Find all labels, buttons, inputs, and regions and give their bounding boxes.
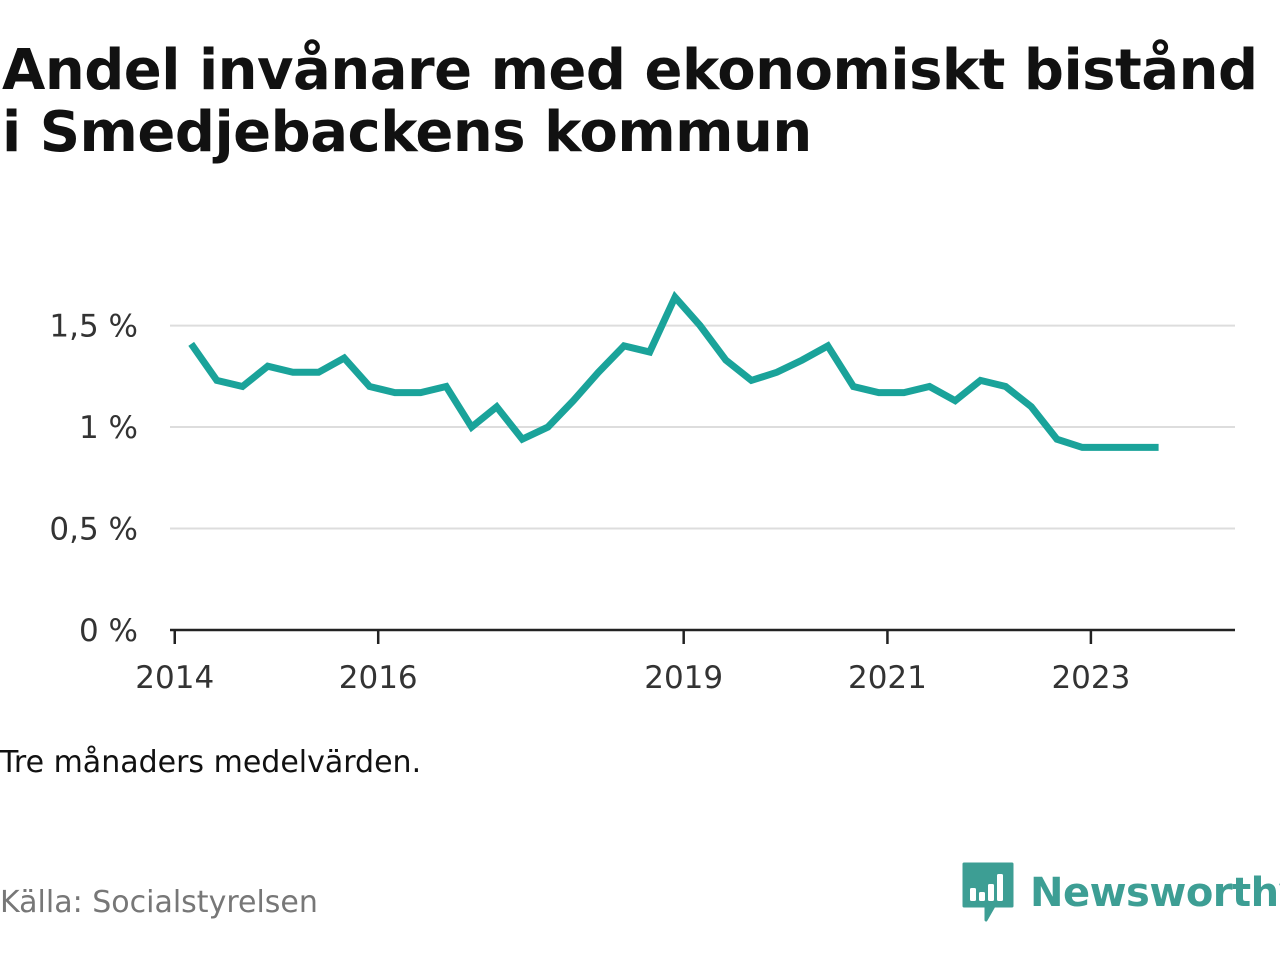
chart-title: Andel invånare med ekonomiskt bistånd i … xyxy=(2,38,1258,165)
data-point xyxy=(1129,444,1136,451)
source-credit: Källa: Socialstyrelsen xyxy=(0,885,318,920)
data-point xyxy=(900,389,907,396)
data-point xyxy=(697,322,704,329)
y-tick-label: 0 % xyxy=(79,613,138,649)
data-point xyxy=(188,340,195,347)
data-point xyxy=(315,369,322,376)
y-axis-labels: 0 % 0,5 % 1 % 1,5 % xyxy=(49,309,138,649)
y-tick-label: 1,5 % xyxy=(49,309,138,345)
data-point xyxy=(646,348,653,355)
x-axis: 2014 2016 2019 2021 2023 xyxy=(135,628,1235,696)
newsworthy-logo-icon xyxy=(962,862,1014,922)
data-point xyxy=(824,342,831,349)
x-tick-label: 2014 xyxy=(135,660,214,696)
data-point xyxy=(1079,444,1086,451)
data-point xyxy=(544,424,551,431)
data-point xyxy=(366,383,373,390)
data-point xyxy=(748,377,755,384)
data-point xyxy=(213,377,220,384)
data-point xyxy=(570,397,577,404)
data-point xyxy=(1053,436,1060,443)
data-point xyxy=(417,389,424,396)
series-layer xyxy=(188,290,1162,451)
data-point xyxy=(850,383,857,390)
gridlines xyxy=(170,324,1235,530)
data-point xyxy=(722,357,729,364)
data-point xyxy=(391,389,398,396)
data-point xyxy=(952,397,959,404)
data-point xyxy=(926,383,933,390)
data-point xyxy=(289,369,296,376)
brand-name: Newsworthy xyxy=(1030,870,1280,916)
data-point xyxy=(1104,444,1111,451)
data-point xyxy=(264,363,271,370)
y-tick-label: 1 % xyxy=(79,410,138,446)
x-tick-label: 2019 xyxy=(644,660,723,696)
data-point xyxy=(1028,403,1035,410)
x-tick-label: 2021 xyxy=(848,660,927,696)
data-point xyxy=(468,424,475,431)
data-point xyxy=(773,369,780,376)
data-point xyxy=(799,357,806,364)
chart-note: Tre månaders medelvärden. xyxy=(0,745,422,780)
data-point xyxy=(1155,444,1162,451)
data-point xyxy=(672,294,679,301)
data-point xyxy=(875,389,882,396)
data-point xyxy=(1002,383,1009,390)
data-point xyxy=(341,355,348,362)
data-point xyxy=(977,377,984,384)
data-point xyxy=(239,383,246,390)
x-tick-label: 2023 xyxy=(1051,660,1130,696)
x-tick-label: 2016 xyxy=(339,660,418,696)
line-chart: 2014 2016 2019 2021 2023 0 % 0,5 % 1 % 1,5 % xyxy=(49,290,1235,696)
y-tick-label: 0,5 % xyxy=(49,512,138,548)
data-point xyxy=(595,369,602,376)
data-point xyxy=(621,342,628,349)
brand-logo: Newsworthy xyxy=(962,862,1280,924)
data-point xyxy=(493,403,500,410)
data-point xyxy=(443,383,450,390)
data-point xyxy=(519,436,526,443)
series-line xyxy=(188,290,1159,451)
